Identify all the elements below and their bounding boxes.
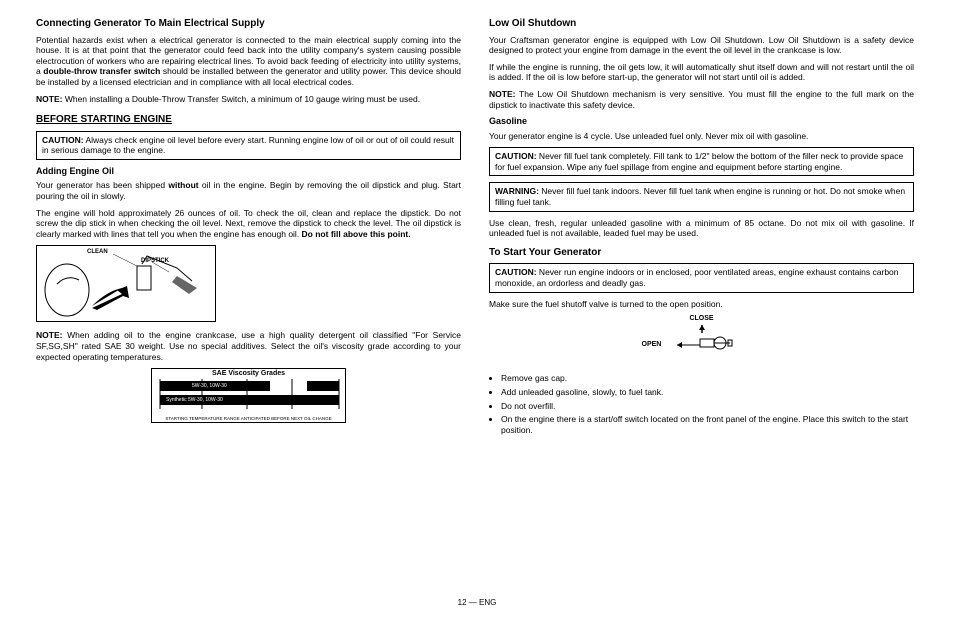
list-item: Do not overfill. bbox=[501, 401, 914, 412]
subheading-gasoline: Gasoline bbox=[489, 116, 914, 127]
list-item: Remove gas cap. bbox=[501, 373, 914, 384]
note-oil-grade: NOTE: When adding oil to the engine cran… bbox=[36, 330, 461, 362]
para-adding-oil-2: The engine will hold approximately 26 ou… bbox=[36, 208, 461, 240]
dipstick-diagram: CLEAN DIPSTICK bbox=[36, 245, 216, 322]
chart-title: SAE Viscosity Grades bbox=[152, 369, 345, 379]
label-clean: CLEAN bbox=[87, 249, 108, 257]
dipstick-svg bbox=[37, 246, 216, 322]
para-low-oil-2: If while the engine is running, the oil … bbox=[489, 62, 914, 83]
page-footer: 12 — ENG bbox=[0, 598, 954, 608]
left-column: Connecting Generator To Main Electrical … bbox=[36, 18, 461, 438]
subheading-adding-oil: Adding Engine Oil bbox=[36, 166, 461, 177]
para-gasoline: Your generator engine is 4 cycle. Use un… bbox=[489, 131, 914, 142]
caution-carbon-monoxide: CAUTION: Never run engine indoors or in … bbox=[489, 263, 914, 292]
note-transfer-switch: NOTE: When installing a Double-Throw Tra… bbox=[36, 94, 461, 105]
para-connecting: Potential hazards exist when a electrica… bbox=[36, 35, 461, 88]
list-item: Add unleaded gasoline, slowly, to fuel t… bbox=[501, 387, 914, 398]
viscosity-chart: SAE Viscosity Grades STARTING TEMPERATUR… bbox=[151, 368, 346, 423]
para-shutoff-valve: Make sure the fuel shutoff valve is turn… bbox=[489, 299, 914, 310]
warning-fuel-indoor: WARNING: Never fill fuel tank indoors. N… bbox=[489, 182, 914, 211]
valve-diagram: CLOSE OPEN bbox=[642, 315, 762, 363]
heading-connecting: Connecting Generator To Main Electrical … bbox=[36, 18, 461, 31]
heading-low-oil: Low Oil Shutdown bbox=[489, 18, 914, 31]
para-octane: Use clean, fresh, regular unleaded gasol… bbox=[489, 218, 914, 239]
note-low-oil: NOTE: The Low Oil Shutdown mechanism is … bbox=[489, 89, 914, 110]
para-adding-oil-1: Your generator has been shipped without … bbox=[36, 180, 461, 201]
label-dipstick: DIPSTICK bbox=[141, 258, 169, 266]
chart-footer: STARTING TEMPERATURE RANGE ANTICIPATED B… bbox=[156, 416, 341, 422]
heading-before-starting: BEFORE STARTING ENGINE bbox=[36, 114, 461, 127]
heading-start-generator: To Start Your Generator bbox=[489, 247, 914, 260]
caution-oil-level: CAUTION: Always check engine oil level b… bbox=[36, 131, 461, 160]
valve-svg bbox=[642, 315, 762, 363]
start-steps-list: Remove gas cap. Add unleaded gasoline, s… bbox=[489, 373, 914, 435]
list-item: On the engine there is a start/off switc… bbox=[501, 414, 914, 435]
caution-fuel-tank: CAUTION: Never fill fuel tank completely… bbox=[489, 147, 914, 176]
para-low-oil-1: Your Craftsman generator engine is equip… bbox=[489, 35, 914, 56]
right-column: Low Oil Shutdown Your Craftsman generato… bbox=[489, 18, 914, 438]
